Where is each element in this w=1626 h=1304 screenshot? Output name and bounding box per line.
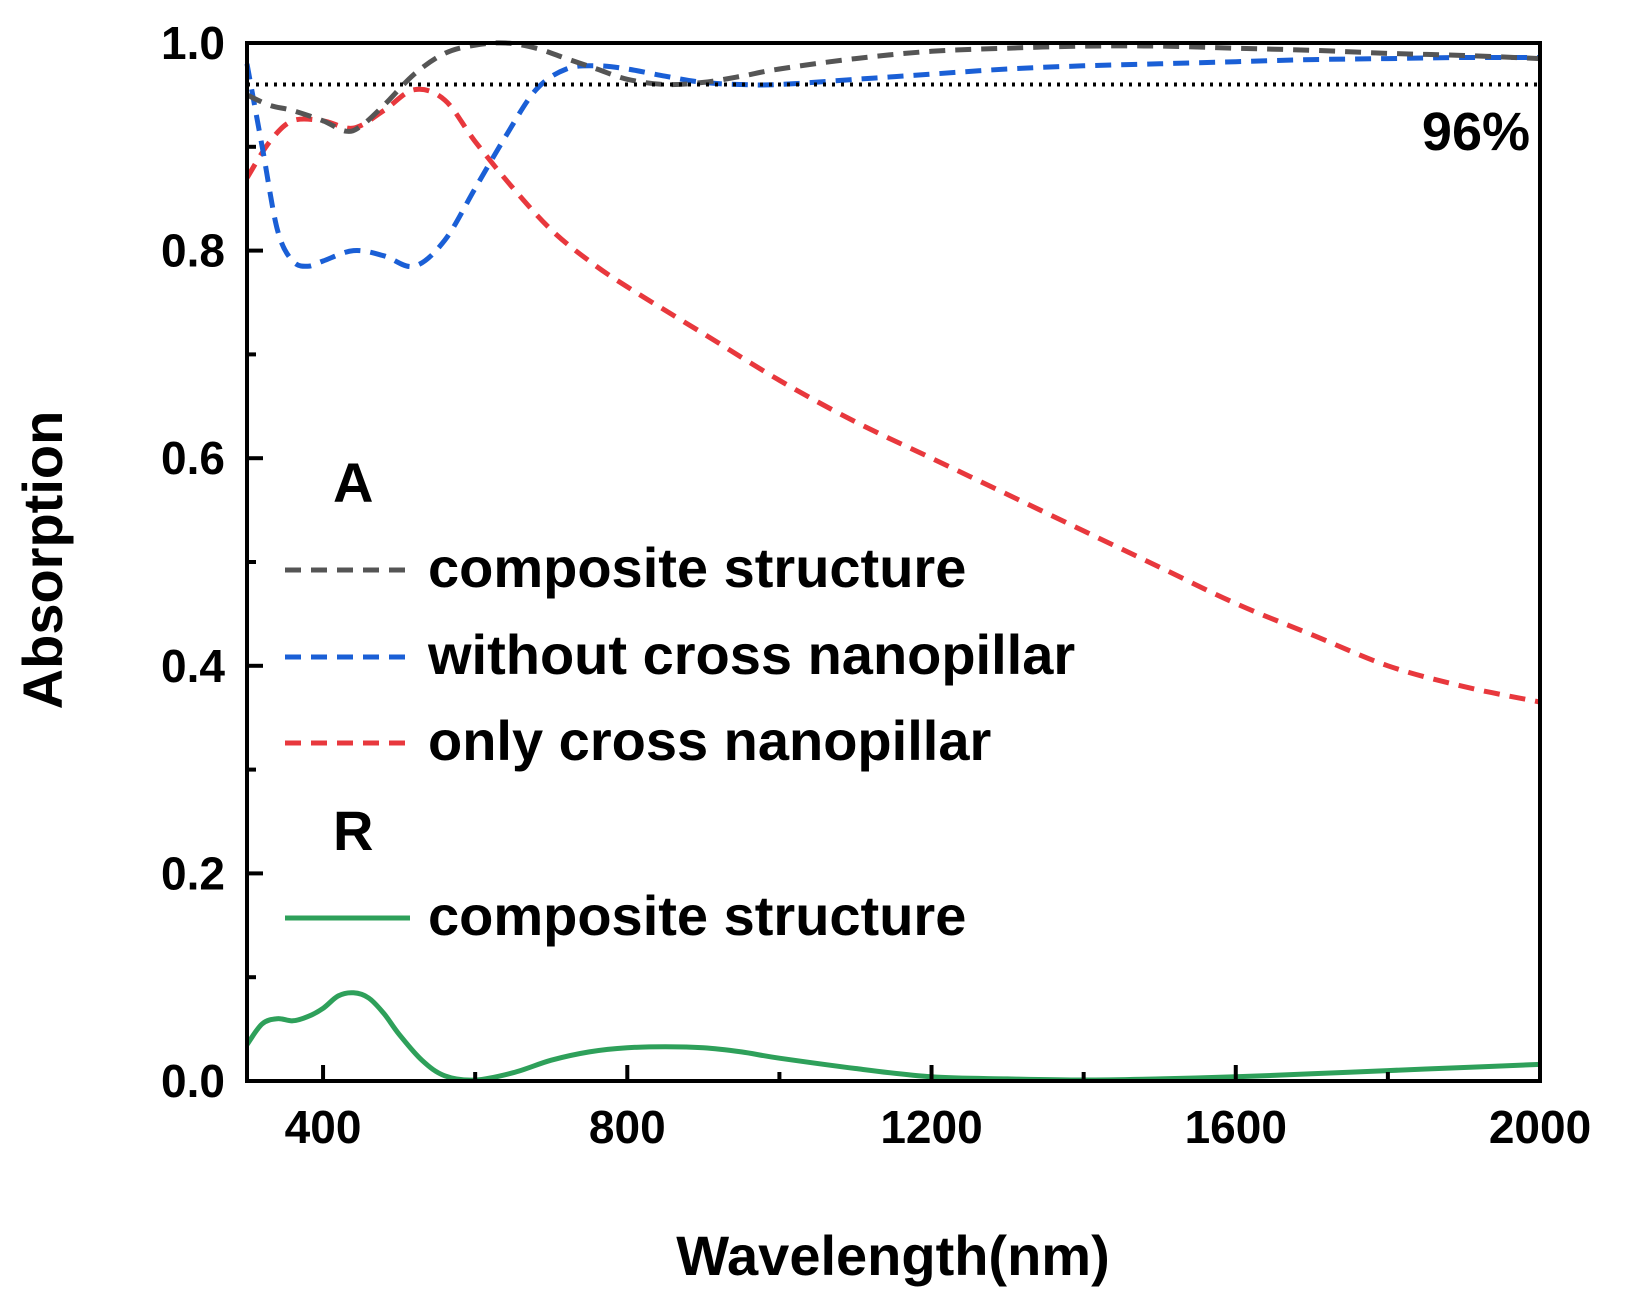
x-axis-title: Wavelength(nm) bbox=[676, 1224, 1109, 1287]
legend-label-only-cross: only cross nanopillar bbox=[428, 709, 991, 772]
legend-label-composite-r: composite structure bbox=[428, 884, 966, 947]
legend-label-composite-a: composite structure bbox=[428, 536, 966, 599]
legend-group-heading-r: R bbox=[333, 799, 373, 862]
y-tick-label: 0.0 bbox=[161, 1055, 225, 1107]
series-line-r-composite-structure bbox=[244, 990, 1541, 1083]
y-tick-label: 1.0 bbox=[161, 17, 225, 69]
x-tick-label: 2000 bbox=[1489, 1101, 1591, 1153]
series-line-a-only-cross-nanopillar bbox=[244, 86, 1541, 705]
legend-group-heading-a: A bbox=[333, 451, 373, 514]
x-tick-label: 800 bbox=[589, 1101, 666, 1153]
legend-label-without-cross: without cross nanopillar bbox=[427, 623, 1075, 686]
y-tick-label: 0.2 bbox=[161, 847, 225, 899]
series-line-a-without-cross-nanopillar bbox=[244, 54, 1541, 270]
y-tick-label: 0.8 bbox=[161, 225, 225, 277]
y-tick-label: 0.6 bbox=[161, 432, 225, 484]
legend: A composite structure without cross nano… bbox=[285, 451, 1075, 947]
x-tick-label: 1600 bbox=[1185, 1101, 1287, 1153]
y-axis-title: Absorption bbox=[11, 411, 74, 710]
reference-line-label: 96% bbox=[1422, 102, 1530, 162]
series-line-a-composite-structure bbox=[245, 40, 1541, 134]
y-tick-label: 0.4 bbox=[161, 640, 225, 692]
x-tick-label: 1200 bbox=[880, 1101, 982, 1153]
tick-layer: 400 800 1200 1600 2000 0.0 0.2 0.4 0.6 0.8 1.0 bbox=[161, 17, 1591, 1153]
x-tick-label: 400 bbox=[285, 1101, 362, 1153]
